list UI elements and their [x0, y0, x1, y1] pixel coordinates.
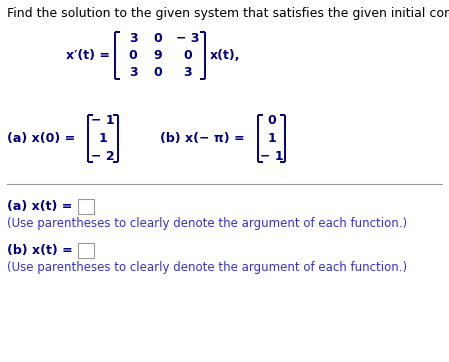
Text: (a) x(0) =: (a) x(0) =: [7, 132, 75, 145]
Text: 3: 3: [184, 67, 192, 80]
Text: 0: 0: [267, 114, 276, 126]
Text: (Use parentheses to clearly denote the argument of each function.): (Use parentheses to clearly denote the a…: [7, 261, 407, 274]
Text: Find the solution to the given system that satisfies the given initial condition: Find the solution to the given system th…: [7, 7, 449, 20]
Text: (b) x(t) =: (b) x(t) =: [7, 244, 73, 257]
Text: − 3: − 3: [176, 31, 200, 45]
Text: x′(t) =: x′(t) =: [66, 49, 110, 62]
Text: − 1: − 1: [260, 151, 283, 164]
Text: x(t),: x(t),: [210, 49, 241, 62]
Text: 0: 0: [154, 67, 163, 80]
Text: 0: 0: [184, 49, 192, 62]
Text: 3: 3: [129, 31, 137, 45]
Text: 0: 0: [128, 49, 137, 62]
Text: (Use parentheses to clearly denote the argument of each function.): (Use parentheses to clearly denote the a…: [7, 217, 407, 230]
FancyBboxPatch shape: [78, 243, 94, 258]
FancyBboxPatch shape: [78, 199, 94, 214]
Text: 3: 3: [129, 67, 137, 80]
Text: − 2: − 2: [91, 151, 115, 164]
Text: − 1: − 1: [91, 114, 115, 126]
Text: 0: 0: [154, 31, 163, 45]
Text: (a) x(t) =: (a) x(t) =: [7, 200, 72, 213]
Text: (b) x(− π) =: (b) x(− π) =: [160, 132, 245, 145]
Text: 1: 1: [267, 132, 276, 145]
Text: 9: 9: [154, 49, 162, 62]
Text: 1: 1: [99, 132, 107, 145]
